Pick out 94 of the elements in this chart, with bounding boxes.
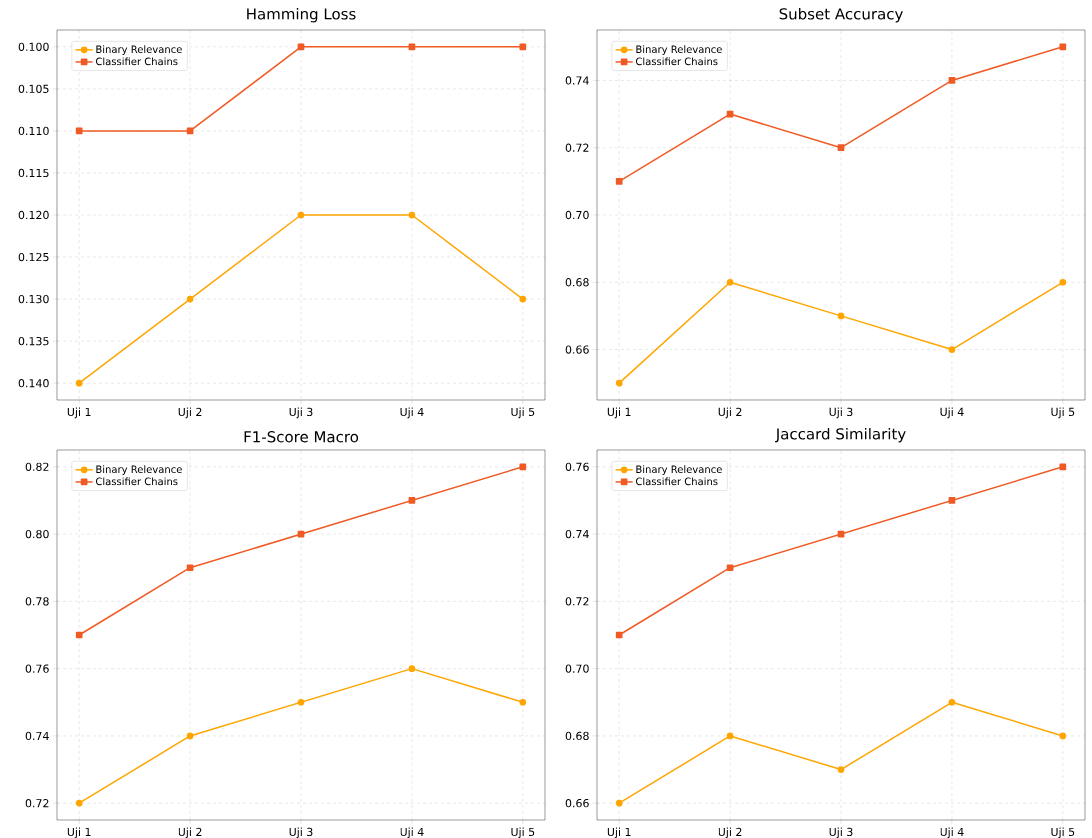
x-tick-label: Uji 5 xyxy=(511,827,535,838)
x-tick-label: Uji 2 xyxy=(178,407,202,419)
y-tick-label: 0.76 xyxy=(565,462,589,471)
x-tick-label: Uji 2 xyxy=(718,407,742,419)
point xyxy=(726,732,734,740)
x-tick-label: Uji 4 xyxy=(940,827,964,838)
y-tick-label: 0.105 xyxy=(18,84,49,94)
y-tick-label: 0.70 xyxy=(565,210,589,220)
point xyxy=(75,127,83,135)
legend-label: Binary Relevance xyxy=(636,45,722,55)
y-tick-label: 0.82 xyxy=(25,462,49,471)
chart-title: Hamming Loss xyxy=(247,7,356,23)
point xyxy=(519,43,527,51)
y-tick-label: 0.100 xyxy=(18,42,49,51)
chart-title: Jaccard Similarity xyxy=(775,427,906,443)
point xyxy=(837,766,845,773)
x-tick-label: Uji 3 xyxy=(289,827,313,838)
x-tick-label: Uji 5 xyxy=(1051,827,1075,838)
chart-title: F1-Score Macro xyxy=(244,431,359,443)
point xyxy=(186,295,194,303)
legend-label: Classifier Chains xyxy=(635,57,718,66)
legend-label: Binary Relevance xyxy=(636,465,722,475)
point xyxy=(726,564,734,572)
x-tick-label: Uji 4 xyxy=(400,407,424,419)
y-tick-label: 0.115 xyxy=(18,168,49,178)
point xyxy=(75,379,83,387)
x-tick-label: Uji 1 xyxy=(607,407,631,419)
chart-title: Subset Accuracy xyxy=(779,7,903,23)
point xyxy=(297,43,305,51)
point xyxy=(726,278,734,286)
y-tick-label: 0.80 xyxy=(25,529,49,539)
y-tick-label: 0.70 xyxy=(565,664,589,673)
point xyxy=(408,497,416,504)
point xyxy=(1059,43,1067,51)
x-tick-label: Uji 3 xyxy=(289,407,313,419)
point xyxy=(519,463,527,471)
y-tick-label: 0.66 xyxy=(565,799,589,808)
x-tick-label: Uji 1 xyxy=(67,407,91,419)
point xyxy=(408,211,416,219)
x-tick-label: Uji 2 xyxy=(718,827,742,838)
legend-label: Classifier Chains xyxy=(635,477,718,486)
point xyxy=(519,698,527,706)
point xyxy=(75,631,83,639)
legend-label: Binary Relevance xyxy=(96,45,182,55)
point xyxy=(615,178,623,185)
point xyxy=(837,144,845,152)
y-tick-label: 0.72 xyxy=(565,597,589,606)
y-tick-label: 0.76 xyxy=(25,664,49,673)
point xyxy=(948,346,956,353)
y-tick-label: 0.74 xyxy=(25,731,49,741)
legend-label: Classifier Chains xyxy=(95,57,178,66)
point xyxy=(186,732,194,740)
x-tick-label: Uji 3 xyxy=(829,827,853,838)
point xyxy=(615,379,623,387)
y-tick-label: 0.74 xyxy=(565,529,589,539)
point xyxy=(297,211,305,219)
point xyxy=(1059,732,1067,740)
x-tick-label: Uji 3 xyxy=(829,407,853,419)
y-tick-label: 0.140 xyxy=(18,379,49,388)
point xyxy=(186,564,194,572)
point xyxy=(837,312,845,320)
y-tick-label: 0.72 xyxy=(565,143,589,152)
point xyxy=(519,295,527,303)
point xyxy=(615,631,623,639)
point xyxy=(297,698,305,706)
x-tick-label: Uji 5 xyxy=(1051,407,1075,419)
y-tick-label: 0.125 xyxy=(18,252,49,262)
y-tick-label: 0.120 xyxy=(18,210,49,220)
point xyxy=(948,77,956,84)
x-tick-label: Uji 2 xyxy=(178,827,202,838)
y-tick-label: 0.110 xyxy=(18,126,49,136)
y-tick-label: 0.130 xyxy=(18,294,49,304)
point xyxy=(75,799,83,807)
y-tick-label: 0.68 xyxy=(565,731,589,741)
x-tick-label: Uji 1 xyxy=(607,827,631,838)
point xyxy=(948,698,956,706)
point xyxy=(615,799,623,807)
legend-label: Binary Relevance xyxy=(96,465,182,475)
point xyxy=(1059,278,1067,286)
point xyxy=(408,43,416,51)
y-tick-label: 0.66 xyxy=(565,345,589,354)
x-tick-label: Uji 4 xyxy=(400,827,424,838)
point xyxy=(948,497,956,504)
y-tick-label: 0.72 xyxy=(25,799,49,808)
legend-label: Classifier Chains xyxy=(95,477,178,486)
point xyxy=(1059,463,1067,471)
y-tick-label: 0.78 xyxy=(25,597,49,606)
y-tick-label: 0.135 xyxy=(18,336,49,346)
y-tick-label: 0.74 xyxy=(565,76,589,85)
x-tick-label: Uji 5 xyxy=(511,407,535,419)
y-tick-label: 0.68 xyxy=(565,278,589,287)
x-tick-label: Uji 4 xyxy=(940,407,964,419)
x-tick-label: Uji 1 xyxy=(67,827,91,838)
point xyxy=(408,665,416,672)
